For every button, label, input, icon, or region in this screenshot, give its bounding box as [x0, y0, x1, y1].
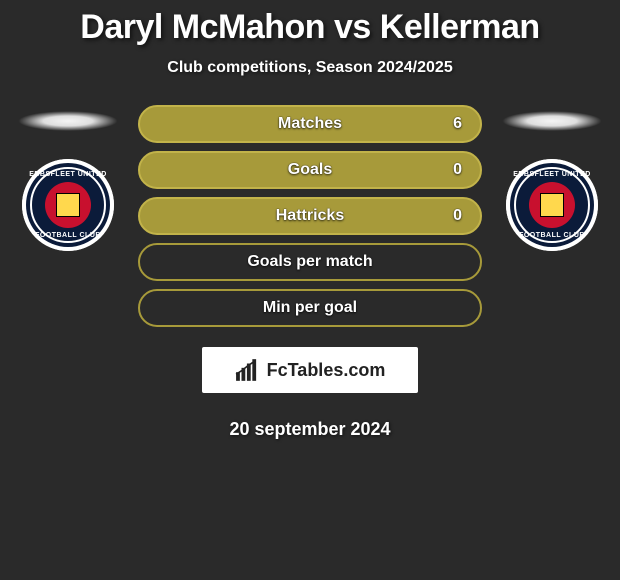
stat-row-matches: Matches 6 [138, 105, 482, 143]
branding-text: FcTables.com [267, 360, 386, 381]
stat-row-goals-per-match: Goals per match [138, 243, 482, 281]
stat-label: Matches [278, 115, 342, 133]
club-badge-right: EBBSFLEET UNITED FOOTBALL CLUB [506, 159, 598, 251]
club-badge-left: EBBSFLEET UNITED FOOTBALL CLUB [22, 159, 114, 251]
stat-label: Hattricks [276, 207, 344, 225]
stats-column: Matches 6 Goals 0 Hattricks 0 Goals per … [138, 105, 482, 440]
stat-label: Goals [288, 161, 332, 179]
stat-value: 0 [453, 207, 462, 225]
right-player-col: EBBSFLEET UNITED FOOTBALL CLUB [502, 105, 602, 251]
bars-icon [235, 359, 261, 381]
main-row: EBBSFLEET UNITED FOOTBALL CLUB Matches 6… [0, 105, 620, 440]
stat-row-min-per-goal: Min per goal [138, 289, 482, 327]
stat-value: 0 [453, 161, 462, 179]
player-photo-placeholder-left [18, 111, 118, 131]
date-text: 20 september 2024 [138, 419, 482, 440]
branding-badge: FcTables.com [202, 347, 418, 393]
stat-row-hattricks: Hattricks 0 [138, 197, 482, 235]
subtitle: Club competitions, Season 2024/2025 [0, 59, 620, 77]
stat-row-goals: Goals 0 [138, 151, 482, 189]
stat-label: Goals per match [247, 253, 372, 271]
page-title: Daryl McMahon vs Kellerman [0, 8, 620, 47]
stat-label: Min per goal [263, 299, 357, 317]
badge-top-text: EBBSFLEET UNITED [22, 171, 114, 178]
badge-bottom-text: FOOTBALL CLUB [22, 232, 114, 239]
badge-top-text: EBBSFLEET UNITED [506, 171, 598, 178]
player-photo-placeholder-right [502, 111, 602, 131]
comparison-card: Daryl McMahon vs Kellerman Club competit… [0, 0, 620, 440]
stat-value: 6 [453, 115, 462, 133]
badge-bottom-text: FOOTBALL CLUB [506, 232, 598, 239]
left-player-col: EBBSFLEET UNITED FOOTBALL CLUB [18, 105, 118, 251]
